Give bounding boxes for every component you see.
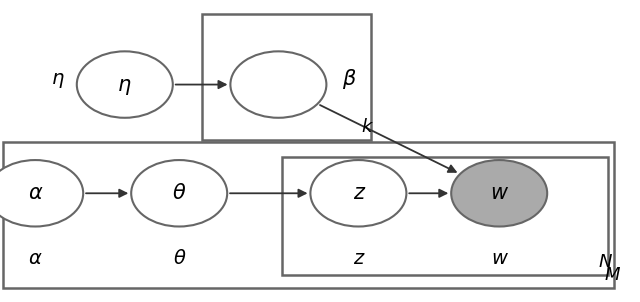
Ellipse shape [131, 160, 227, 226]
Text: w: w [492, 249, 508, 268]
Ellipse shape [310, 160, 406, 226]
Text: θ: θ [173, 183, 186, 203]
Text: η: η [52, 69, 64, 88]
Bar [282, 157, 608, 275]
Text: θ: θ [173, 249, 185, 268]
Ellipse shape [0, 160, 83, 226]
Ellipse shape [77, 51, 173, 118]
Text: k: k [362, 118, 372, 136]
Ellipse shape [230, 51, 326, 118]
Bar [202, 14, 371, 140]
Text: β: β [342, 69, 356, 88]
Text: w: w [491, 183, 508, 203]
Text: η: η [118, 75, 131, 95]
Bar [3, 142, 614, 288]
Text: α: α [28, 183, 42, 203]
Text: z: z [353, 249, 364, 268]
Text: N: N [598, 253, 612, 271]
Ellipse shape [451, 160, 547, 226]
Text: α: α [29, 249, 42, 268]
Text: M: M [605, 266, 620, 284]
Text: z: z [353, 183, 364, 203]
